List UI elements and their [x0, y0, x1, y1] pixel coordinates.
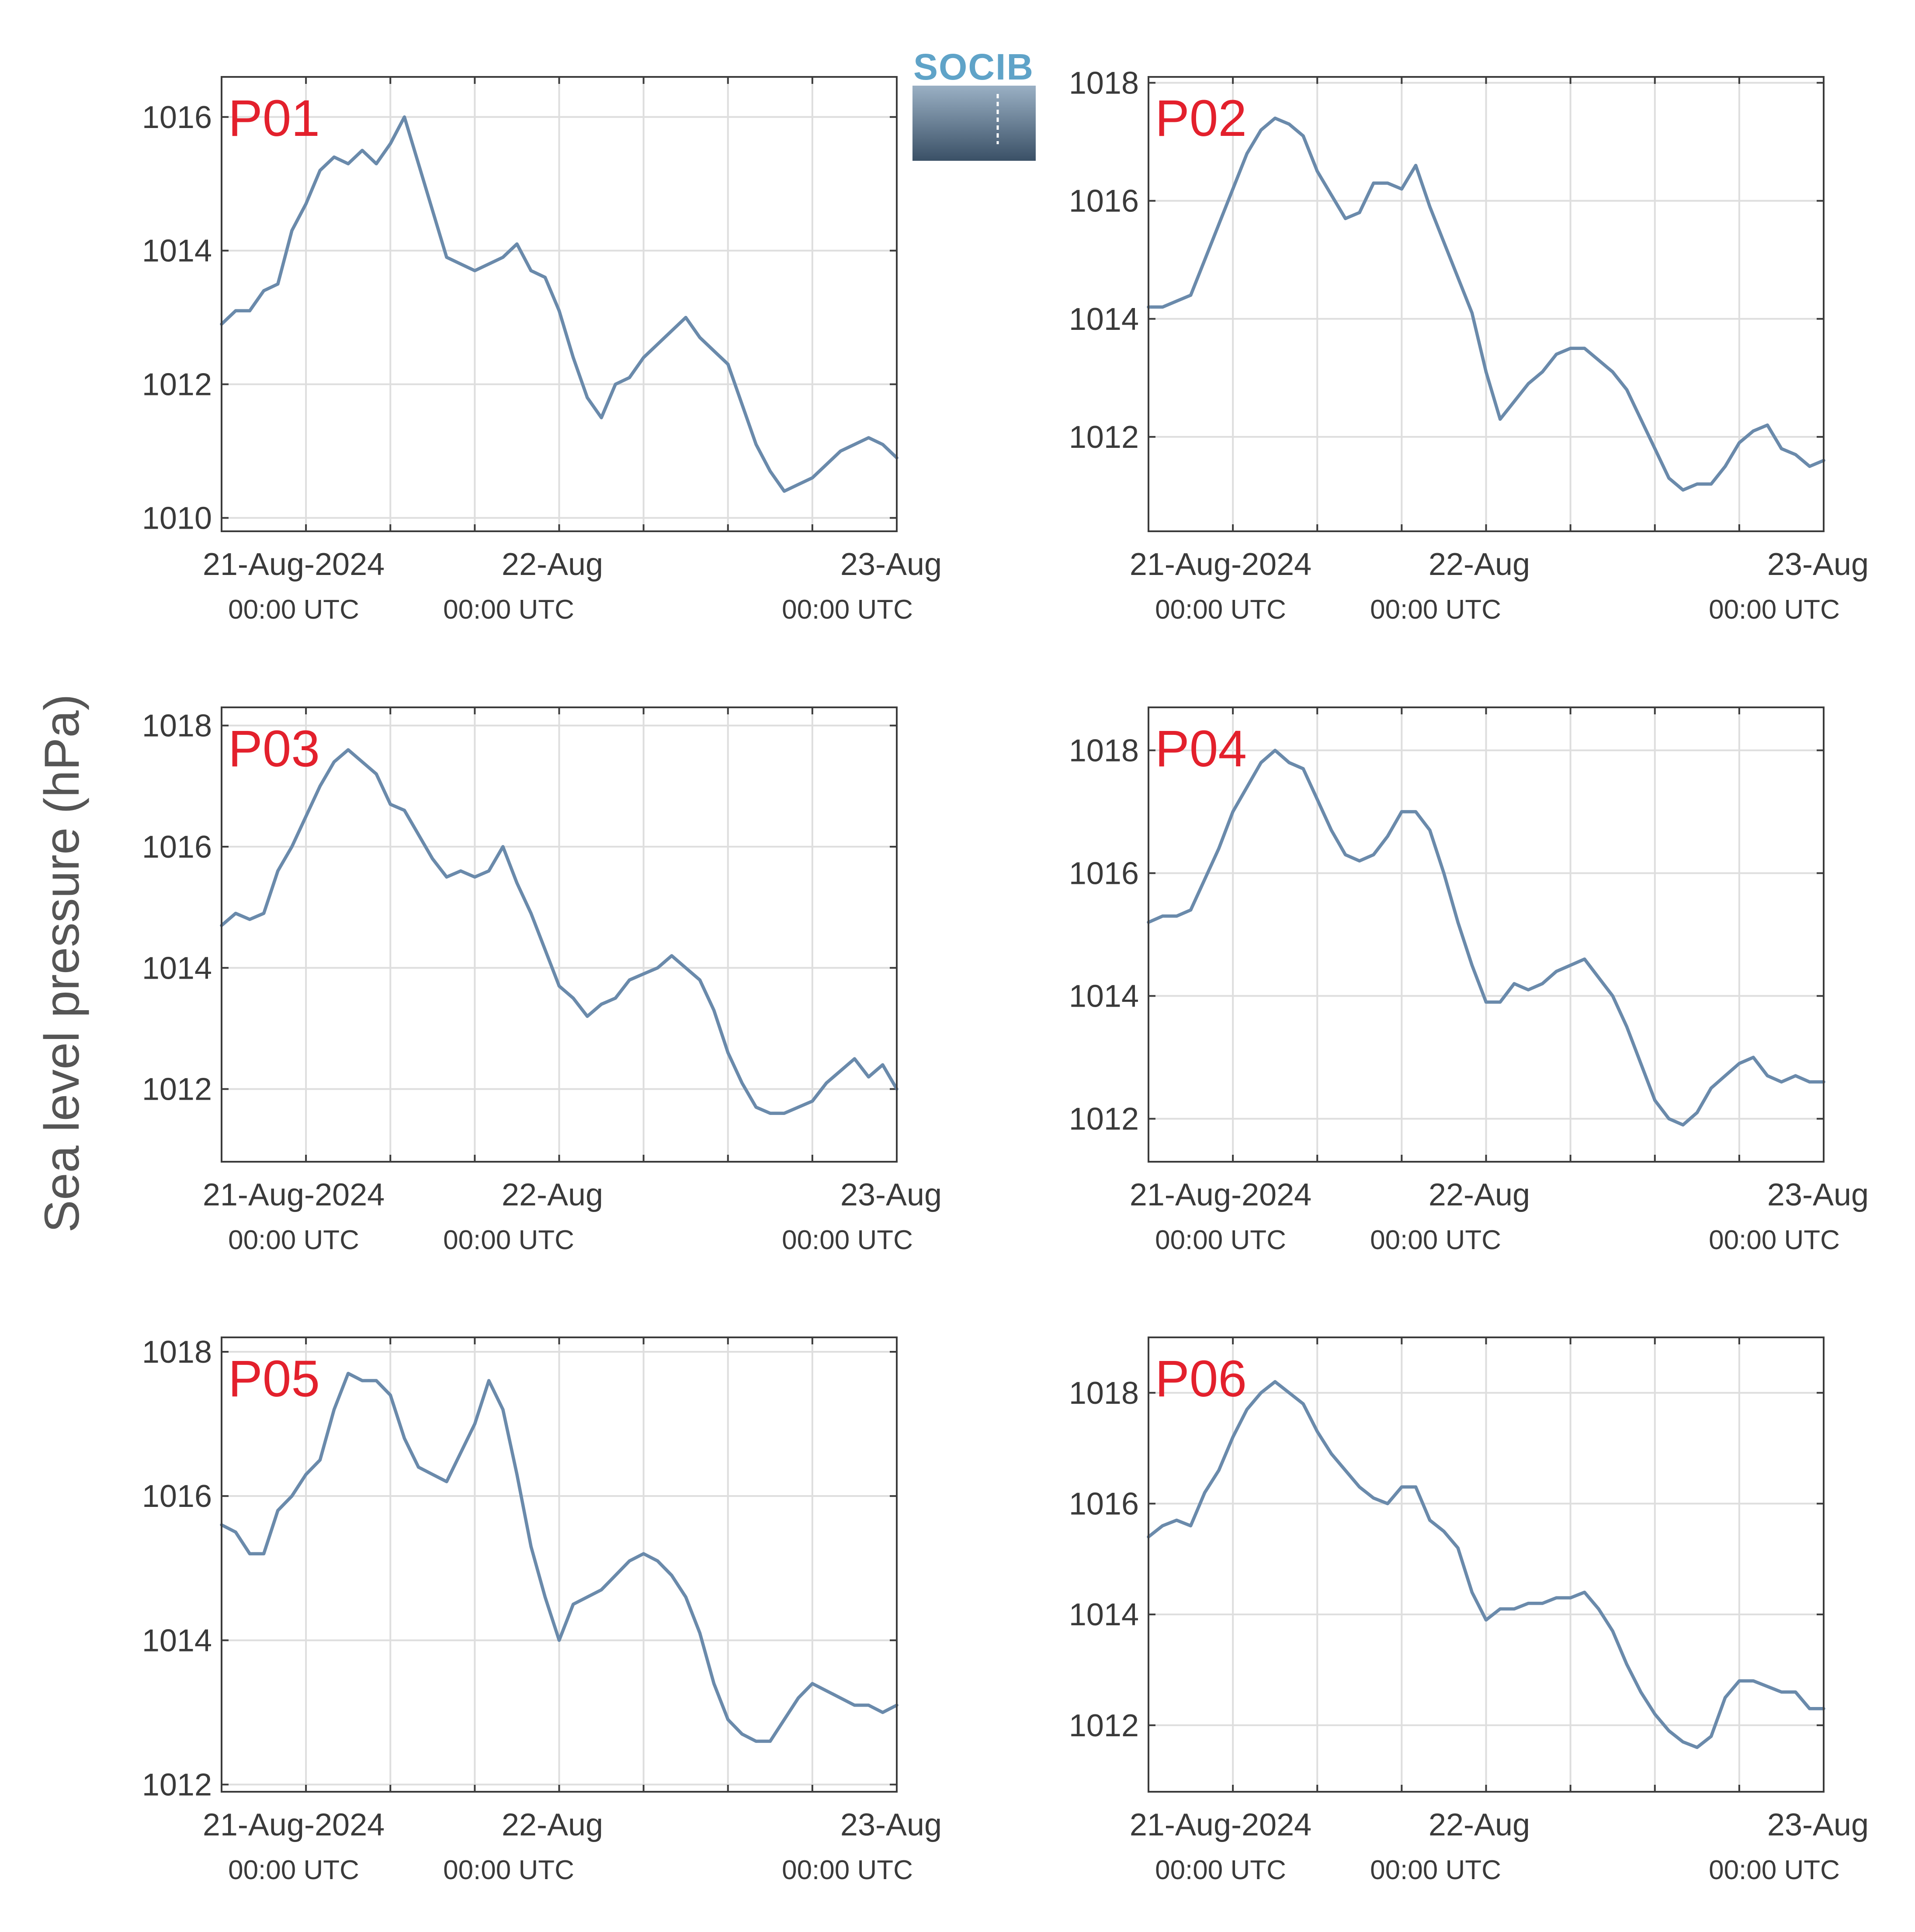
x-tick-label: 22-Aug [1429, 1807, 1530, 1842]
x-tick-label: 21-Aug-2024 [1130, 1177, 1311, 1212]
y-tick-label: 1012 [1069, 1708, 1139, 1743]
series-line-p06 [1147, 1380, 1825, 1749]
y-tick-label: 1016 [1069, 1486, 1139, 1521]
series-line-p02 [1147, 116, 1825, 492]
y-tick-label: 1016 [142, 830, 212, 865]
axis-frame [1148, 706, 1825, 1163]
x-tick-sublabel: 00:00 UTC [1155, 595, 1286, 625]
x-tick-sublabel: 00:00 UTC [1370, 595, 1501, 625]
x-tick-label: 21-Aug-2024 [203, 1807, 385, 1842]
x-tick-label: 21-Aug-2024 [1130, 547, 1311, 582]
x-tick-sublabel: 00:00 UTC [1709, 1855, 1840, 1885]
y-tick-label: 1016 [142, 1479, 212, 1514]
x-tick-label: 23-Aug [840, 547, 942, 582]
x-tick-label: 22-Aug [1429, 1177, 1530, 1212]
panel-p03: 1012 1014 1016 1018 21-Aug-2024 00:00 UTC 22-A… [142, 706, 942, 1255]
y-tick-label: 1018 [142, 709, 212, 744]
axis-frame [221, 76, 898, 532]
y-tick-label: 1014 [142, 234, 212, 269]
x-tick-label: 23-Aug [1767, 547, 1869, 582]
y-tick-label: 1012 [1069, 420, 1139, 455]
x-tick-sublabel: 00:00 UTC [782, 1225, 913, 1255]
x-tick-sublabel: 00:00 UTC [782, 1855, 913, 1885]
socib-logo: SOCIB [912, 46, 1036, 161]
series-line-p01 [220, 115, 899, 493]
x-tick-sublabel: 00:00 UTC [228, 1225, 359, 1255]
x-tick-label: 22-Aug [502, 547, 603, 582]
y-tick-label: 1014 [142, 951, 212, 986]
x-tick-label: 22-Aug [1429, 547, 1530, 582]
x-tick-label: 22-Aug [502, 1177, 603, 1212]
y-tick-label: 1014 [142, 1623, 212, 1658]
axis-frame [1148, 76, 1825, 532]
panel-tag-p02: P02 [1155, 90, 1247, 147]
y-tick-label: 1016 [1069, 184, 1139, 219]
y-tick-label: 1016 [142, 100, 212, 135]
panel-tag-p05: P05 [228, 1350, 320, 1408]
y-tick-label: 1018 [1069, 66, 1139, 101]
series-line-p03 [220, 748, 899, 1115]
x-tick-label: 21-Aug-2024 [1130, 1807, 1311, 1842]
panel-p01: 1010 1012 1014 1016 21-Aug-2024 00:00 UTC 22-A… [142, 76, 942, 625]
x-tick-sublabel: 00:00 UTC [228, 595, 359, 625]
y-tick-label: 1016 [1069, 856, 1139, 891]
x-tick-sublabel: 00:00 UTC [228, 1855, 359, 1885]
x-tick-sublabel: 00:00 UTC [443, 1855, 574, 1885]
figure-ylabel: Sea level pressure (hPa) [35, 694, 89, 1233]
socib-logo-panel [912, 86, 1036, 161]
y-tick-label: 1014 [1069, 979, 1139, 1014]
y-tick-label: 1018 [142, 1335, 212, 1370]
y-tick-label: 1012 [142, 367, 212, 402]
socib-logo-text: SOCIB [913, 46, 1034, 87]
x-tick-label: 21-Aug-2024 [203, 547, 385, 582]
x-tick-label: 23-Aug [840, 1177, 942, 1212]
x-tick-sublabel: 00:00 UTC [1709, 1225, 1840, 1255]
x-tick-label: 23-Aug [1767, 1177, 1869, 1212]
x-tick-label: 23-Aug [1767, 1807, 1869, 1842]
axis-frame [1148, 1336, 1825, 1793]
axis-frame [221, 706, 898, 1163]
panel-p04: 1012 1014 1016 1018 21-Aug-2024 00:00 UTC 22-A… [1069, 706, 1869, 1255]
panel-p02: 1012 1014 1016 1018 21-Aug-2024 00:00 UTC 22-A… [1069, 66, 1869, 625]
axis-frame [221, 1336, 898, 1793]
x-tick-label: 22-Aug [502, 1807, 603, 1842]
x-tick-sublabel: 00:00 UTC [782, 595, 913, 625]
plots-container: 1010 1012 1014 1016 21-Aug-2024 00:00 UTC 22-A… [142, 66, 1869, 1885]
y-tick-label: 1012 [142, 1072, 212, 1107]
x-tick-sublabel: 00:00 UTC [1370, 1225, 1501, 1255]
panel-tag-p01: P01 [228, 90, 320, 147]
x-tick-sublabel: 00:00 UTC [1155, 1855, 1286, 1885]
panel-p05: 1012 1014 1016 1018 21-Aug-2024 00:00 UTC 22-A… [142, 1335, 942, 1885]
y-tick-label: 1018 [1069, 733, 1139, 768]
x-tick-sublabel: 00:00 UTC [1155, 1225, 1286, 1255]
y-tick-label: 1012 [142, 1767, 212, 1802]
y-tick-label: 1010 [142, 501, 212, 536]
y-tick-label: 1014 [1069, 1597, 1139, 1632]
x-tick-sublabel: 00:00 UTC [1370, 1855, 1501, 1885]
series-line-p04 [1147, 748, 1825, 1127]
x-tick-label: 23-Aug [840, 1807, 942, 1842]
y-tick-label: 1014 [1069, 302, 1139, 337]
series-line-p05 [220, 1371, 899, 1743]
y-tick-label: 1012 [1069, 1102, 1139, 1137]
x-tick-sublabel: 00:00 UTC [1709, 595, 1840, 625]
panel-tag-p04: P04 [1155, 720, 1247, 778]
x-tick-label: 21-Aug-2024 [203, 1177, 385, 1212]
panel-tag-p03: P03 [228, 720, 320, 778]
panel-p06: 1012 1014 1016 1018 21-Aug-2024 00:00 UTC 22-A… [1069, 1336, 1869, 1885]
x-tick-sublabel: 00:00 UTC [443, 1225, 574, 1255]
y-tick-label: 1018 [1069, 1376, 1139, 1411]
x-tick-sublabel: 00:00 UTC [443, 595, 574, 625]
panel-tag-p06: P06 [1155, 1350, 1247, 1408]
